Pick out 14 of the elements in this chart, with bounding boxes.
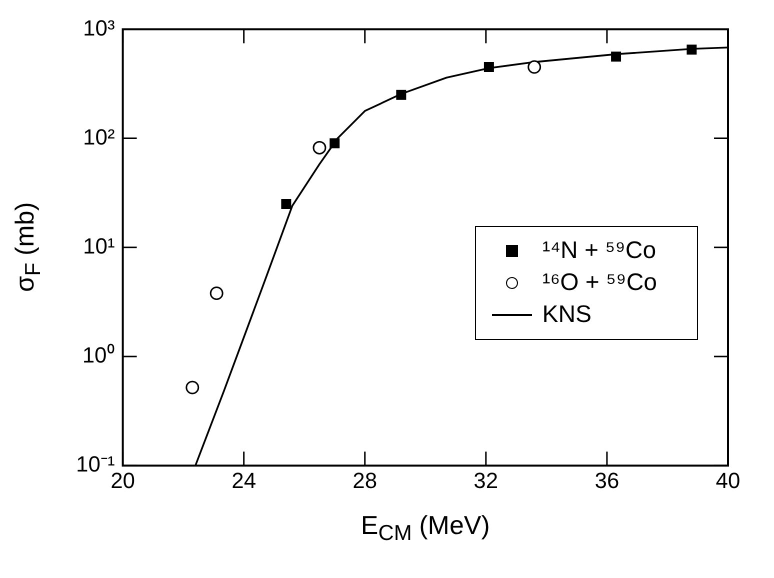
x-tick-label: 20 xyxy=(110,468,136,493)
legend-label: ¹⁶O + ⁵⁹Co xyxy=(542,268,657,296)
y-tick-label: 10⁰ xyxy=(82,342,115,368)
x-axis-title: E$_{CM}$ (MeV) xyxy=(360,510,490,546)
x-tick-label: 24 xyxy=(232,468,256,493)
legend-label: ¹⁴N + ⁵⁹Co xyxy=(542,236,656,264)
legend-label: KNS xyxy=(542,300,592,328)
y-tick-label: 10³ xyxy=(83,15,115,40)
x-tick-label: 32 xyxy=(474,468,498,493)
x-tick-label: 40 xyxy=(716,468,740,493)
y-tick-label: 10² xyxy=(83,124,115,150)
x-tick-label: 36 xyxy=(594,468,620,493)
y-tick-label: 10¹ xyxy=(83,233,115,258)
x-tick-label: 28 xyxy=(352,468,378,493)
